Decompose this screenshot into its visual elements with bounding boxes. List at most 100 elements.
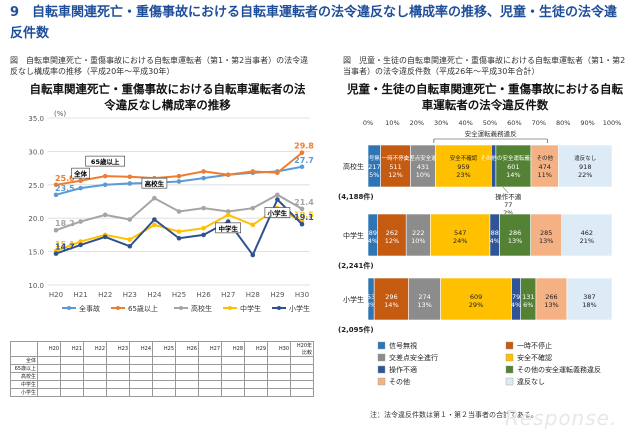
segment-percent: 13% [417, 301, 431, 309]
x-tick-label: H27 [221, 291, 235, 299]
start-data-label: 15.1 [55, 240, 75, 249]
segment-value: 511 [389, 163, 401, 171]
table-cell [267, 388, 291, 397]
x-tick-label: H20 [49, 291, 63, 299]
table-cell [175, 388, 199, 397]
x-tick-label: H24 [147, 291, 162, 299]
page-title: 9 自転車関連死亡・重傷事故における自転車運転者の法令違反なし構成率の推移、児童… [10, 5, 618, 41]
segment-value: 274 [418, 293, 430, 301]
segment-percent: 6% [523, 301, 533, 309]
data-point [275, 197, 280, 202]
bar-segment [535, 277, 568, 321]
legend-marker [277, 306, 281, 310]
table-cell [198, 372, 222, 381]
category-label: 小学生 [343, 295, 364, 304]
table-cell [106, 372, 130, 381]
table-cell [60, 388, 84, 397]
end-data-label: 19.1 [294, 213, 314, 222]
x-tick-label: 0% [363, 119, 373, 127]
x-tick-label: 100% [603, 119, 622, 127]
y-tick-label: 30.0 [28, 148, 44, 156]
callout-box [141, 177, 168, 189]
x-tick-label: H30 [295, 291, 309, 299]
segment-percent: 23% [456, 171, 470, 179]
segment-value: 609 [470, 293, 482, 301]
segment-value: 296 [385, 293, 397, 301]
category-total: (4,188件) [338, 192, 374, 201]
x-tick-label: 60% [507, 119, 521, 127]
y-tick-label: 25.0 [28, 182, 44, 190]
table-cell [244, 356, 268, 365]
segment-percent: 13% [544, 301, 558, 309]
segment-value: 53 [367, 293, 375, 301]
data-point [299, 150, 305, 156]
segment-value: 262 [386, 229, 398, 237]
bar-segment [440, 277, 512, 321]
bar-segment [408, 277, 441, 321]
legend-swatch [377, 365, 386, 374]
data-point [176, 229, 182, 234]
table-cell [60, 372, 84, 381]
legend-swatch [377, 341, 386, 350]
x-tick-label: H26 [197, 291, 212, 299]
table-cell [60, 380, 84, 389]
table-cell [290, 356, 314, 365]
legend-swatch [505, 365, 514, 374]
segment-percent: 3% [366, 301, 376, 309]
segment-percent: 5% [369, 171, 379, 179]
bar-segment [558, 144, 613, 188]
callout-name: 操作不適 [495, 192, 522, 201]
bar-segment [405, 213, 431, 257]
segment-name: その他 [536, 154, 553, 162]
legend-marker [67, 306, 71, 310]
table-cell [244, 380, 268, 389]
callout-label: 中学生 [218, 224, 238, 233]
table-row-label: 高校生 [10, 372, 38, 381]
table-cell [198, 356, 222, 365]
table-cell [60, 364, 84, 373]
table-cell [290, 380, 314, 389]
segment-value: 474 [538, 163, 550, 171]
data-point [250, 205, 256, 211]
y-tick-label: 15.0 [28, 249, 44, 257]
legend-label: 操作不適 [389, 365, 417, 374]
legend-label: 交差点安全進行 [389, 353, 438, 362]
table-cell [37, 380, 61, 389]
data-point [53, 251, 59, 256]
data-point [127, 181, 133, 186]
right-chart-title: 児童・生徒の自転車関連死亡・重傷事故における自転車運転者の法令違反件数 [347, 82, 623, 112]
segment-value: 266 [545, 293, 557, 301]
legend-label: 小学生 [289, 304, 310, 313]
segment-name: 安全不確認 [450, 154, 478, 162]
table-cell [221, 356, 245, 365]
table-cell [129, 364, 153, 373]
data-point [102, 212, 108, 218]
legend-swatch [377, 353, 386, 362]
data-point [299, 206, 305, 212]
table-cell [267, 380, 291, 389]
segment-value: 286 [509, 229, 521, 237]
legend-label: 安全不確認 [517, 353, 552, 362]
segment-value: 959 [457, 163, 469, 171]
table-cell [175, 372, 199, 381]
data-point [201, 232, 206, 238]
table-cell [83, 372, 107, 381]
table-header: H21 [60, 341, 84, 357]
data-point [78, 219, 83, 224]
segment-percent: 10% [411, 237, 425, 245]
table-cell [37, 372, 61, 381]
table-header: H22 [83, 341, 107, 357]
watermark-logo: Response. [505, 406, 618, 430]
table-cell [83, 388, 107, 397]
table-header: H30 [267, 341, 291, 357]
callout-percent: 2% [503, 209, 513, 217]
group-label: 安全運転義務違反 [465, 129, 518, 138]
x-tick-label: H21 [74, 291, 88, 299]
callout-label: 高校生 [145, 179, 165, 188]
start-data-label: 14.7 [55, 243, 75, 252]
segment-value: 217 [368, 163, 380, 171]
legend-label: 65歳以上 [128, 304, 158, 313]
data-point [78, 185, 83, 191]
data-point [250, 169, 256, 174]
legend-marker [179, 306, 183, 310]
